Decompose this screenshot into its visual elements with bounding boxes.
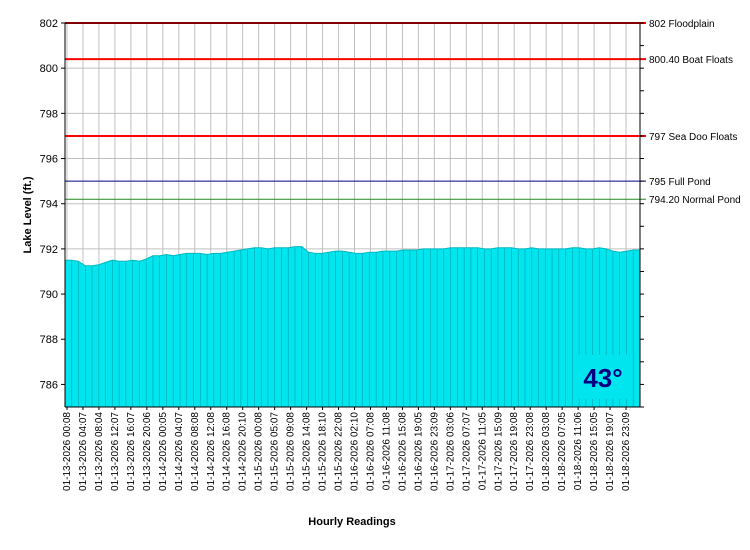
x-tick-label: 01-17-2026 11:05 bbox=[477, 412, 488, 491]
reference-labels: 802 Floodplain 800.40 Boat Floats 797 Sea … bbox=[649, 19, 741, 206]
x-tick-label: 01-16-2026 02:10 bbox=[350, 412, 361, 491]
x-tick-label: 01-13-2026 08:04 bbox=[94, 412, 105, 491]
x-tick-label: 01-17-2026 19:08 bbox=[509, 412, 520, 491]
reference-label: 795 Full Pond bbox=[649, 177, 711, 188]
y-tick-label: 790 bbox=[40, 289, 58, 301]
x-tick-label: 01-15-2026 00:08 bbox=[254, 412, 265, 491]
lake-level-line bbox=[65, 246, 640, 267]
x-axis-title: Hourly Readings bbox=[308, 516, 395, 528]
x-tick-label: 01-16-2026 07:08 bbox=[365, 412, 376, 491]
reference-label: 800.40 Boat Floats bbox=[649, 55, 733, 66]
temperature-badge: 43° bbox=[578, 355, 628, 399]
y-tick-label: 796 bbox=[40, 154, 58, 166]
x-tick-label: 01-13-2026 20:06 bbox=[142, 412, 153, 491]
temperature-value: 43° bbox=[583, 363, 622, 393]
x-tick-label: 01-15-2026 05:07 bbox=[270, 412, 281, 491]
x-tick-label: 01-17-2026 03:06 bbox=[445, 412, 456, 491]
x-tick-label: 01-14-2026 20:10 bbox=[238, 412, 249, 491]
y-tick-label: 786 bbox=[40, 379, 58, 391]
y-tick-label: 800 bbox=[40, 63, 58, 75]
x-tick-label: 01-14-2026 00:05 bbox=[158, 412, 169, 491]
x-tick-label: 01-16-2026 23:09 bbox=[429, 412, 440, 491]
x-tick-labels: 01-13-2026 00:08 01-13-2026 04:07 01-13-20… bbox=[62, 412, 632, 491]
y-tick-label: 802 bbox=[40, 18, 58, 30]
y-axis-title: Lake Level (ft.) bbox=[22, 176, 34, 253]
reference-label: 802 Floodplain bbox=[649, 19, 715, 30]
x-tick-label: 01-13-2026 00:08 bbox=[62, 412, 73, 491]
y-tick-label: 798 bbox=[40, 108, 58, 120]
x-tick-label: 01-18-2026 07:05 bbox=[557, 412, 568, 491]
x-tick-label: 01-16-2026 11:08 bbox=[381, 412, 392, 491]
lake-level-area bbox=[65, 246, 640, 407]
x-tick-label: 01-18-2026 23:09 bbox=[621, 412, 632, 491]
x-tick-label: 01-14-2026 12:08 bbox=[206, 412, 217, 491]
x-tick-label: 01-16-2026 15:08 bbox=[397, 412, 408, 491]
x-tick-label: 01-18-2026 03:08 bbox=[541, 412, 552, 491]
x-tick-label: 01-18-2026 11:06 bbox=[573, 412, 584, 491]
x-tick-label: 01-18-2026 19:07 bbox=[605, 412, 616, 491]
x-tick-label: 01-13-2026 04:07 bbox=[78, 412, 89, 491]
reference-lines bbox=[65, 22, 646, 200]
reference-label: 794.20 Normal Pond bbox=[649, 195, 741, 206]
x-tick-label: 01-13-2026 16:07 bbox=[126, 412, 137, 491]
reference-label: 797 Sea Doo Floats bbox=[649, 132, 737, 143]
y-tick-label: 794 bbox=[40, 199, 58, 211]
x-tick-label: 01-14-2026 16:08 bbox=[222, 412, 233, 491]
x-tick-label: 01-16-2026 19:05 bbox=[413, 412, 424, 491]
y-tick-label: 788 bbox=[40, 334, 58, 346]
x-tick-label: 01-14-2026 08:08 bbox=[190, 412, 201, 491]
x-tick-label: 01-13-2026 12:07 bbox=[110, 412, 121, 491]
x-tick-label: 01-15-2026 18:10 bbox=[318, 412, 329, 491]
y-tick-label: 792 bbox=[40, 244, 58, 256]
x-tick-label: 01-15-2026 09:08 bbox=[286, 412, 297, 491]
x-tick-label: 01-18-2026 15:05 bbox=[589, 412, 600, 491]
data-area bbox=[64, 246, 641, 407]
axes bbox=[61, 22, 644, 410]
temperature-box bbox=[578, 355, 628, 399]
x-tick-label: 01-17-2026 23:08 bbox=[525, 412, 536, 491]
x-tick-label: 01-14-2026 04:07 bbox=[174, 412, 185, 491]
x-tick-label: 01-15-2026 14:08 bbox=[302, 412, 313, 491]
x-tick-label: 01-17-2026 15:09 bbox=[493, 412, 504, 491]
y-tick-labels: 786 788 790 792 794 796 798 800 802 bbox=[40, 18, 58, 391]
x-tick-label: 01-15-2026 22:08 bbox=[334, 412, 345, 491]
x-tick-label: 01-17-2026 07:07 bbox=[461, 412, 472, 491]
